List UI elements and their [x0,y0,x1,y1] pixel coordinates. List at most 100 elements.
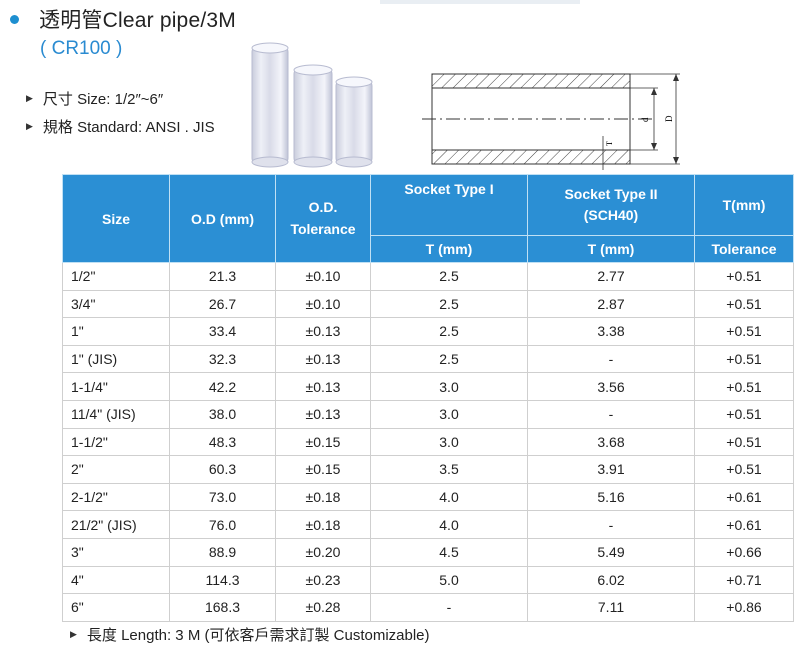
cell-socket-2-t: 3.56 [527,372,695,401]
cell-od: 38.0 [169,399,276,429]
subheader-socket-2-t: T (mm) [527,235,695,263]
pipe-tall-icon [251,42,289,168]
cell-od-tolerance: ±0.15 [275,455,371,484]
cell-socket-1-t: 2.5 [370,289,528,319]
pipe-cross-section-drawing: d D T [422,73,680,170]
table-row: 6" 168.3 ±0.28-7.11 +0.86 [62,593,794,622]
page-title: 透明管Clear pipe/3M [39,9,236,32]
table-row: 21/2" (JIS) 76.0 ±0.18 4.0- +0.61 [62,510,794,539]
table-row: 1" (JIS) 32.3 ±0.13 2.5- +0.51 [62,344,794,374]
cell-od: 32.3 [169,344,276,374]
cell-size: 2" [62,455,170,484]
cell-t-tolerance: +0.51 [694,289,794,319]
cell-t-tolerance: +0.66 [694,537,794,567]
cell-socket-1-t: 4.0 [370,482,528,512]
cell-socket-1-t: 4.5 [370,537,528,567]
spec-standard: ▶ 規格 Standard: ANSI . JIS [26,116,215,137]
cell-od-tolerance: ±0.13 [275,399,371,429]
header-t-mm: T(mm) [694,174,794,236]
cell-socket-2-t: 2.77 [527,262,695,291]
cell-od-tolerance: ±0.13 [275,317,371,346]
table-body: 1/2" 21.3 ±0.10 2.5 2.77 +0.51 3/4" 26.7 ±0.10 2.… [62,262,794,622]
table-row: 3" 88.9 ±0.20 4.5 5.49 +0.66 [62,537,794,567]
cell-size: 1-1/4" [62,372,170,401]
cell-od: 60.3 [169,455,276,484]
cell-od: 88.9 [169,537,276,567]
pipe-short-icon [335,76,373,168]
cell-size: 1" [62,317,170,346]
cell-socket-2-t: 5.16 [527,482,695,512]
table-row: 1" 33.4 ±0.13 2.5 3.38 +0.51 [62,317,794,346]
cell-od: 21.3 [169,262,276,291]
cell-od: 76.0 [169,510,276,539]
spec-size-text: 尺寸 Size: 1/2″~6″ [42,91,164,108]
cell-t-tolerance: +0.51 [694,372,794,401]
cell-od: 114.3 [169,565,276,595]
cell-od-tolerance: ±0.13 [275,344,371,374]
spec-standard-text: 規格 Standard: ANSI . JIS [42,119,215,136]
cell-socket-2-t: - [527,399,695,429]
cell-t-tolerance: +0.51 [694,455,794,484]
header-od-tolerance-line1: O.D. [308,199,338,216]
cell-od: 33.4 [169,317,276,346]
top-divider [380,0,580,4]
header-socket-type-1-text: Socket Type I [404,181,494,197]
cell-t-tolerance: +0.51 [694,262,794,291]
length-note: ▶ 長度 Length: 3 M (可依客戶需求訂製 Customizable) [70,624,430,645]
header-size: Size [62,174,170,263]
cell-socket-1-t: 3.0 [370,399,528,429]
cell-size: 1-1/2" [62,427,170,457]
cell-socket-2-t: - [527,510,695,539]
cell-t-tolerance: +0.51 [694,399,794,429]
table-row: 4" 114.3 ±0.23 5.0 6.02 +0.71 [62,565,794,595]
length-note-text: 長度 Length: 3 M (可依客戶需求訂製 Customizable) [86,627,430,644]
clear-pipes-image [251,42,373,168]
table-row: 2" 60.3 ±0.15 3.5 3.91 +0.51 [62,455,794,484]
header-socket-type-2-line2: (SCH40) [583,207,639,223]
cell-socket-1-t: 3.5 [370,455,528,484]
cell-socket-1-t: 2.5 [370,317,528,346]
cell-socket-2-t: - [527,344,695,374]
cell-t-tolerance: +0.61 [694,510,794,539]
header-od-tolerance: O.D. Tolerance [275,174,371,263]
cell-size: 1/2" [62,262,170,291]
triangle-bullet-icon: ▶ [70,629,77,639]
cell-od: 168.3 [169,593,276,622]
table-row: 11/4" (JIS) 38.0 ±0.13 3.0- +0.51 [62,399,794,429]
cell-socket-2-t: 3.38 [527,317,695,346]
triangle-bullet-icon: ▶ [26,93,33,103]
cell-socket-2-t: 3.91 [527,455,695,484]
title-row: 透明管Clear pipe/3M [8,4,236,34]
cell-od-tolerance: ±0.20 [275,537,371,567]
cell-size: 6" [62,593,170,622]
header-od-tolerance-line2: Tolerance [290,220,356,237]
cell-t-tolerance: +0.51 [694,427,794,457]
cell-od-tolerance: ±0.10 [275,289,371,319]
cell-socket-1-t: 2.5 [370,344,528,374]
pipe-medium-icon [293,64,333,168]
cell-od-tolerance: ±0.28 [275,593,371,622]
cell-socket-1-t: 2.5 [370,262,528,291]
cell-od-tolerance: ±0.13 [275,372,371,401]
subheader-tolerance: Tolerance [694,235,794,263]
cell-od-tolerance: ±0.18 [275,510,371,539]
cell-socket-2-t: 7.11 [527,593,695,622]
cell-od: 48.3 [169,427,276,457]
cell-t-tolerance: +0.51 [694,344,794,374]
cell-od: 26.7 [169,289,276,319]
cell-size: 3/4" [62,289,170,319]
cell-t-tolerance: +0.61 [694,482,794,512]
bullet-dot-icon [10,14,19,24]
cell-size: 3" [62,537,170,567]
cell-od-tolerance: ±0.23 [275,565,371,595]
header-od: O.D (mm) [169,174,276,263]
cell-t-tolerance: +0.51 [694,317,794,346]
table-row: 1/2" 21.3 ±0.10 2.5 2.77 +0.51 [62,262,794,291]
label-T: T [605,141,614,146]
cell-size: 1" (JIS) [62,344,170,374]
header-socket-type-2: Socket Type II (SCH40) [527,174,695,236]
cell-t-tolerance: +0.71 [694,565,794,595]
cell-socket-2-t: 2.87 [527,289,695,319]
label-d: d [640,117,650,122]
table-row: 1-1/2" 48.3 ±0.15 3.0 3.68 +0.51 [62,427,794,457]
